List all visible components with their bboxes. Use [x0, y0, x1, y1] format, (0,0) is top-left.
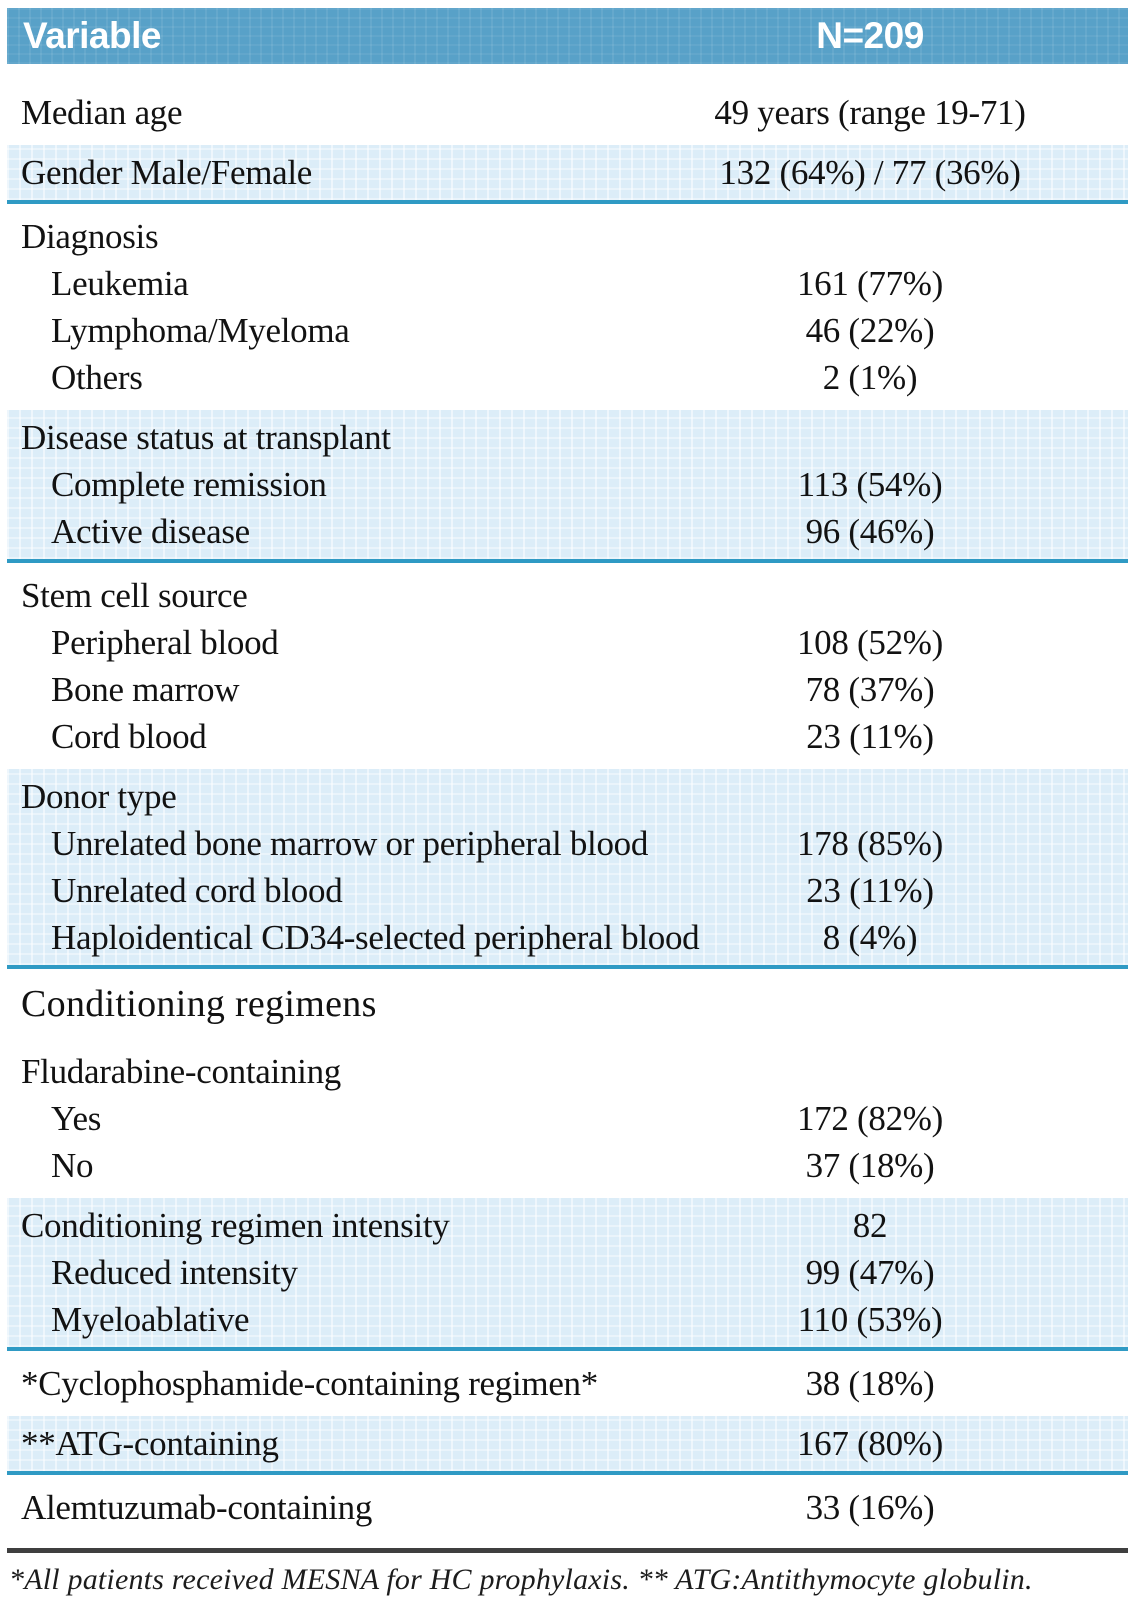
row-value: 38 (18%) [805, 1364, 935, 1403]
table-section: **ATG-containing 167 (80%) [7, 1416, 1128, 1475]
table-section: Median age 49 years (range 19-71) [7, 80, 1128, 145]
row-value: 33 (16%) [805, 1488, 935, 1527]
row-value: 172 (82%) [796, 1099, 944, 1138]
table-row: Unrelated cord blood 23 (11%) [7, 867, 1128, 914]
row-label: Lymphoma/Myeloma [51, 311, 350, 350]
footnote-divider [7, 1548, 1128, 1553]
row-label: Yes [51, 1099, 102, 1138]
row-label: Unrelated bone marrow or peripheral bloo… [51, 824, 649, 863]
header-n-label: N=209 [816, 15, 924, 56]
table-row: Gender Male/Female 132 (64%) / 77 (36%) [7, 149, 1128, 196]
row-value: 2 (1%) [822, 358, 918, 397]
row-value: 113 (54%) [797, 465, 943, 504]
row-label: Complete remission [51, 465, 327, 504]
table-row: Reduced intensity 99 (47%) [7, 1249, 1128, 1296]
table-row: *Cyclophosphamide-containing regimen* 38 … [7, 1360, 1128, 1407]
table-row: Alemtuzumab-containing 33 (16%) [7, 1484, 1128, 1531]
row-label: Alemtuzumab-containing [21, 1488, 373, 1527]
row-label: **ATG-containing [21, 1424, 279, 1463]
row-label: Peripheral blood [51, 623, 279, 662]
table-section: Alemtuzumab-containing 33 (16%) [7, 1475, 1128, 1540]
row-value: 49 years (range 19-71) [714, 93, 1026, 132]
row-value: 23 (11%) [806, 717, 934, 756]
table-section: Disease status at transplant Complete rem… [7, 410, 1128, 563]
table-row: Unrelated bone marrow or peripheral bloo… [7, 820, 1128, 867]
table-row: Fludarabine-containing [7, 1048, 1128, 1095]
row-label: Reduced intensity [51, 1253, 298, 1292]
row-label: Unrelated cord blood [51, 871, 343, 910]
table-row: Diagnosis [7, 213, 1128, 260]
row-label: Active disease [51, 512, 250, 551]
row-label: No [51, 1146, 94, 1185]
row-label: Median age [21, 93, 183, 132]
table-row: Lymphoma/Myeloma 46 (22%) [7, 307, 1128, 354]
row-value: 178 (85%) [796, 824, 944, 863]
table-section: Conditioning regimen intensity 82 Reduced … [7, 1198, 1128, 1351]
table-row: **ATG-containing 167 (80%) [7, 1420, 1128, 1467]
table-section: Fludarabine-containing Yes 172 (82%) No 37 (… [7, 1039, 1128, 1198]
row-label: Others [51, 358, 143, 397]
row-label: Gender Male/Female [21, 153, 313, 192]
row-label: Myeloablative [51, 1300, 250, 1339]
table-row: Active disease 96 (46%) [7, 508, 1128, 555]
row-label: Conditioning regimen intensity [21, 1206, 450, 1245]
header-variable-label: Variable [23, 15, 161, 56]
table-row: Donor type [7, 773, 1128, 820]
table-section: Gender Male/Female 132 (64%) / 77 (36%) [7, 145, 1128, 204]
row-value: 82 [852, 1206, 888, 1245]
table-row: Disease status at transplant [7, 414, 1128, 461]
table-section: *Cyclophosphamide-containing regimen* 38 … [7, 1351, 1128, 1416]
row-label: Cord blood [51, 717, 207, 756]
row-value: 132 (64%) / 77 (36%) [719, 153, 1021, 192]
table-section: Stem cell source Peripheral blood 108 (52%… [7, 563, 1128, 769]
table-row: Conditioning regimens [7, 978, 1128, 1030]
row-value: 161 (77%) [796, 264, 944, 303]
row-value: 96 (46%) [805, 512, 935, 551]
row-value: 37 (18%) [805, 1146, 935, 1185]
row-label: Stem cell source [21, 576, 248, 615]
row-label: Fludarabine-containing [21, 1052, 341, 1091]
table-row: Leukemia 161 (77%) [7, 260, 1128, 307]
table-row: Cord blood 23 (11%) [7, 713, 1128, 760]
table-row: Myeloablative 110 (53%) [7, 1296, 1128, 1343]
table-row: Peripheral blood 108 (52%) [7, 619, 1128, 666]
row-label: Disease status at transplant [21, 418, 391, 457]
row-label: Bone marrow [51, 670, 240, 709]
table-row: Yes 172 (82%) [7, 1095, 1128, 1142]
row-label: Haploidentical CD34-selected peripheral … [51, 918, 700, 957]
row-label: Diagnosis [21, 217, 159, 256]
table-section: Conditioning regimens [7, 969, 1128, 1039]
table-row: Median age 49 years (range 19-71) [7, 89, 1128, 136]
table-row: No 37 (18%) [7, 1142, 1128, 1189]
row-label: Leukemia [51, 264, 189, 303]
row-value: 167 (80%) [796, 1424, 944, 1463]
table-row: Others 2 (1%) [7, 354, 1128, 401]
row-label: Donor type [21, 777, 177, 816]
row-value: 23 (11%) [806, 871, 934, 910]
table-body: Median age 49 years (range 19-71) Gender M… [7, 80, 1128, 1540]
table-row: Stem cell source [7, 572, 1128, 619]
row-value: 8 (4%) [822, 918, 918, 957]
table-section: Donor type Unrelated bone marrow or perip… [7, 769, 1128, 969]
row-value: 46 (22%) [805, 311, 935, 350]
row-value: 108 (52%) [796, 623, 944, 662]
table-row: Complete remission 113 (54%) [7, 461, 1128, 508]
row-value: 110 (53%) [797, 1300, 943, 1339]
table-footnote: *All patients received MESNA for HC prop… [9, 1563, 1033, 1596]
row-value: 99 (47%) [805, 1253, 935, 1292]
table-row: Bone marrow 78 (37%) [7, 666, 1128, 713]
row-label: *Cyclophosphamide-containing regimen* [21, 1364, 598, 1403]
table-section: Diagnosis Leukemia 161 (77%) Lymphoma/Myelo… [7, 204, 1128, 410]
row-label: Conditioning regimens [21, 983, 377, 1025]
table-header-row: Variable N=209 [7, 8, 1128, 64]
table-row: Conditioning regimen intensity 82 [7, 1202, 1128, 1249]
table-row: Haploidentical CD34-selected peripheral … [7, 914, 1128, 961]
row-value: 78 (37%) [805, 670, 935, 709]
